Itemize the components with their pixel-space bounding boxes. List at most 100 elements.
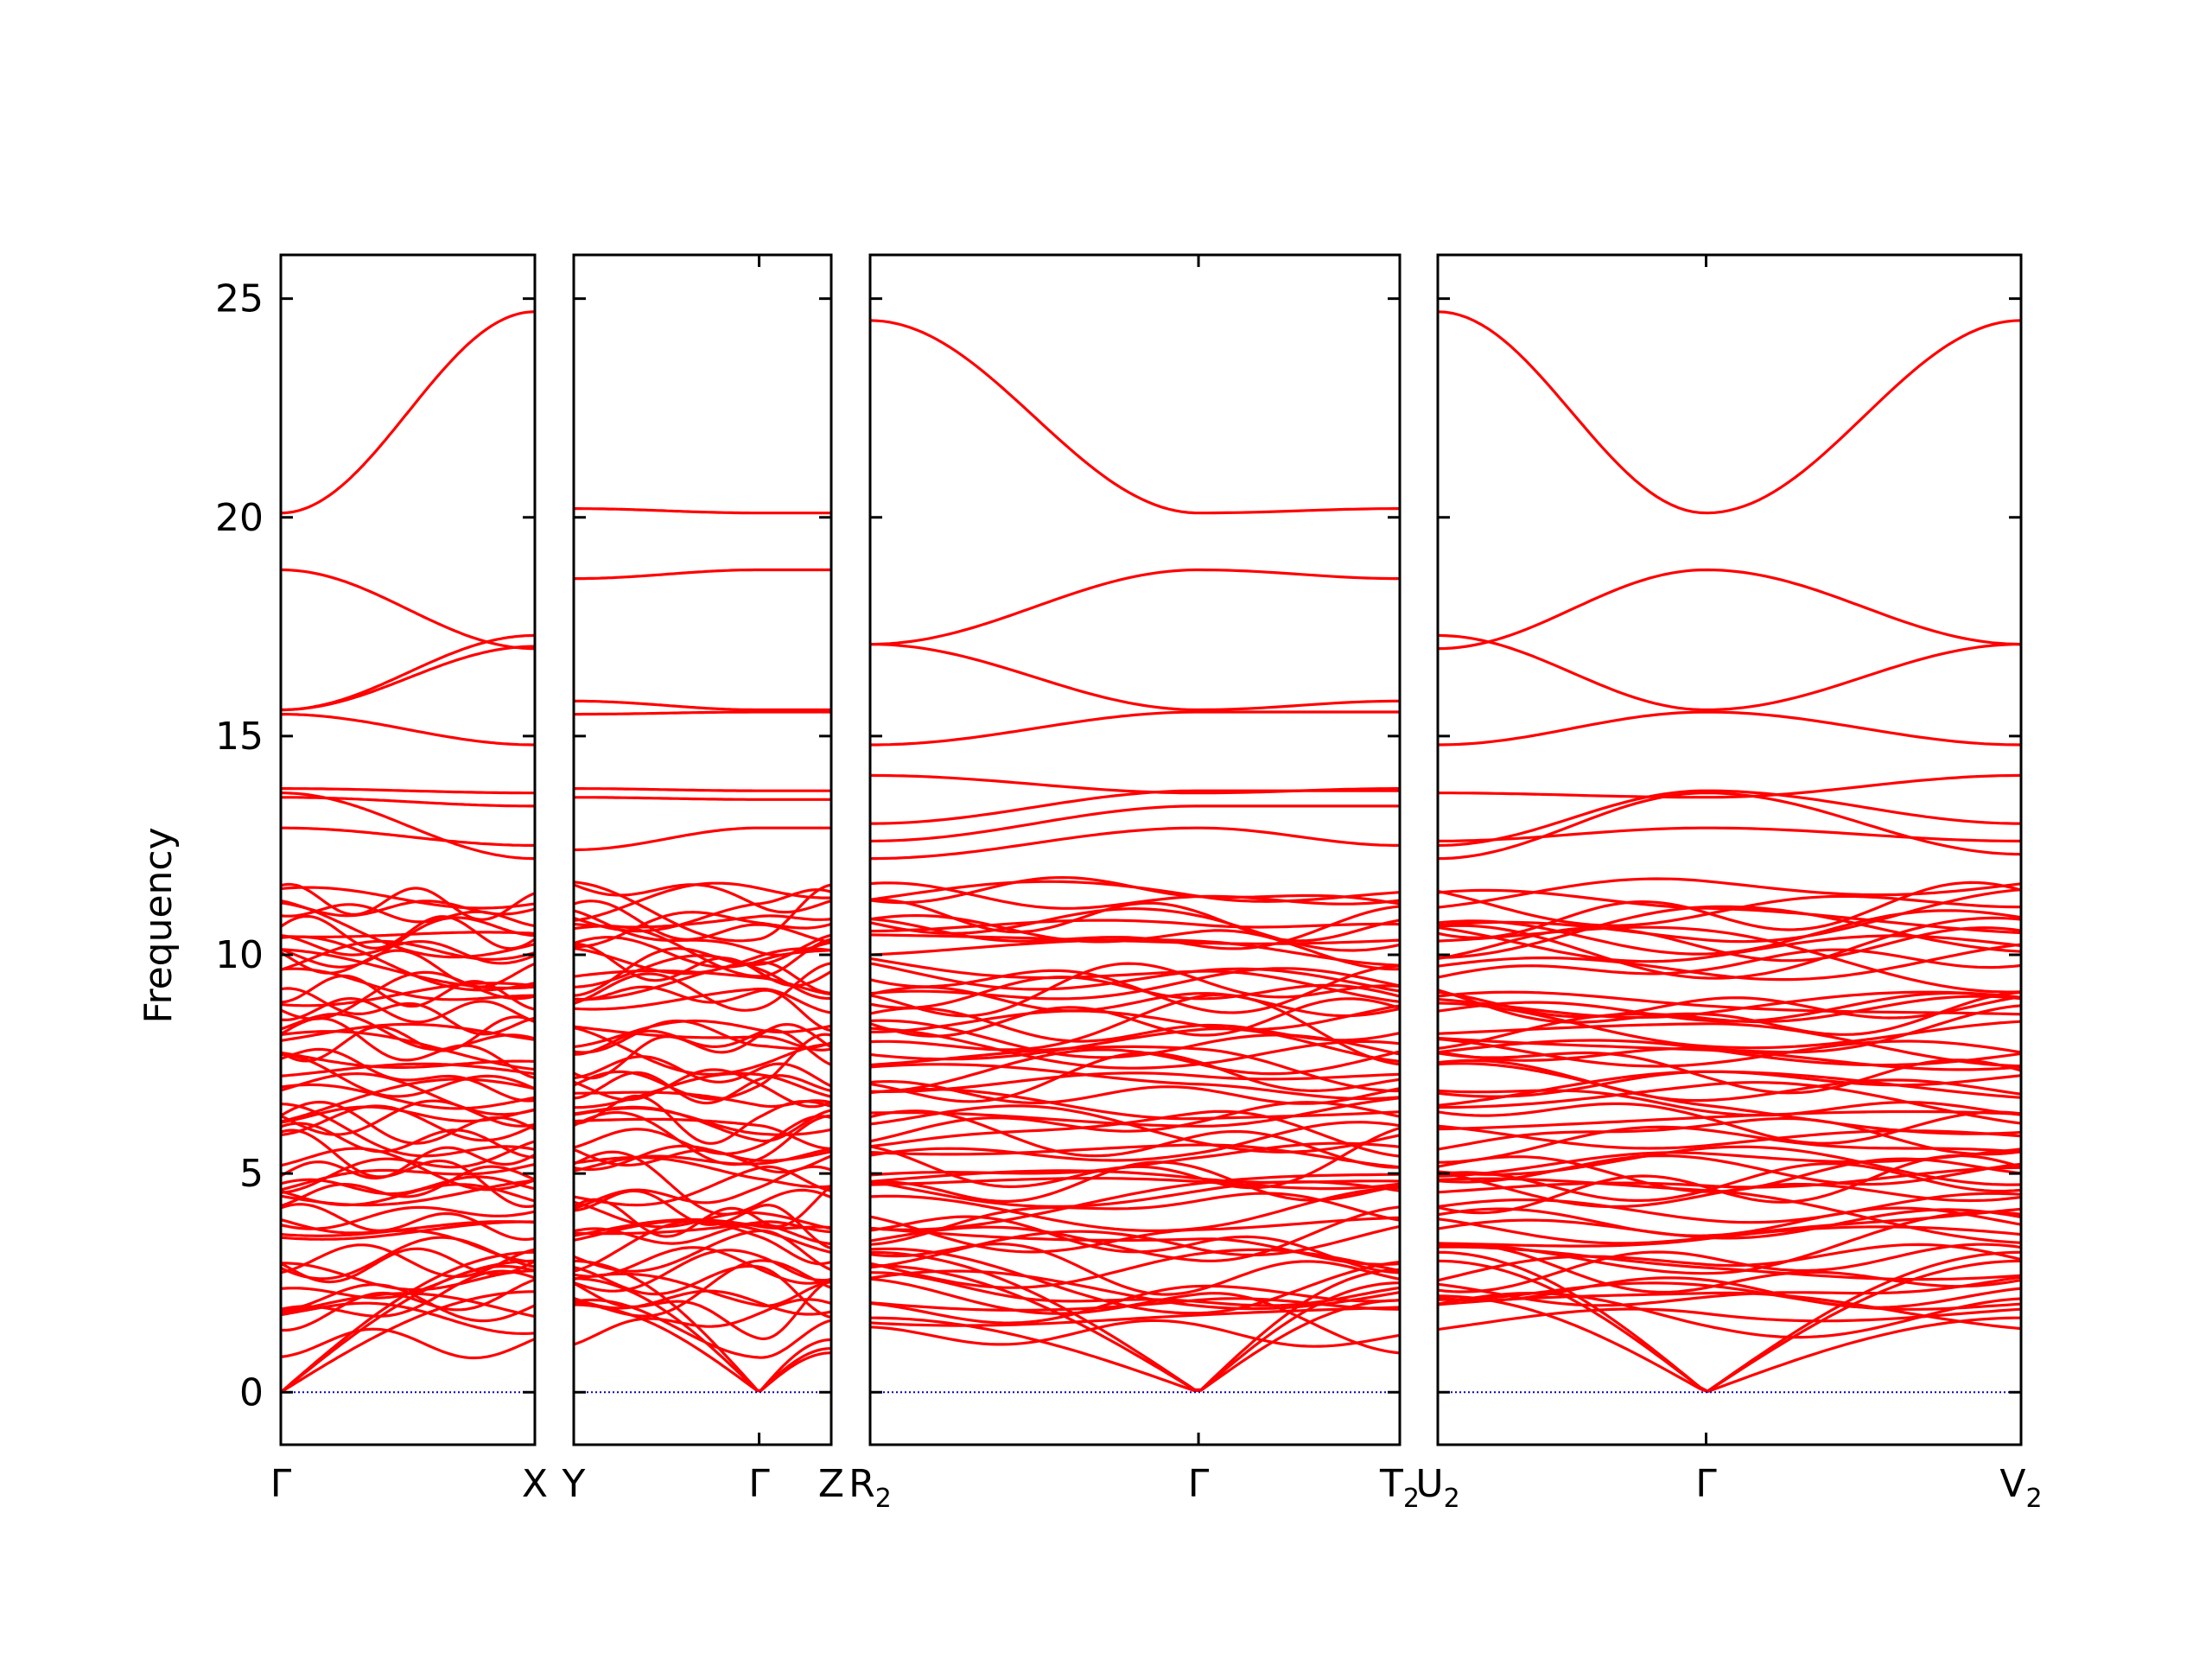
band-manifold xyxy=(1438,1058,2021,1103)
band-manifold xyxy=(281,1165,535,1208)
panel-4: U2 Γ V 2 xyxy=(1415,253,2043,1514)
k-label-u: U2 xyxy=(1415,1462,1459,1514)
band-manifold xyxy=(1438,1004,2021,1062)
band-manifold xyxy=(870,1143,1400,1169)
band-manifold xyxy=(1438,1207,2021,1245)
band-manifold xyxy=(281,1099,535,1136)
band-manifold xyxy=(574,1019,831,1049)
band-manifold xyxy=(870,1004,1400,1033)
k-label-main: Γ xyxy=(748,1462,770,1506)
band-manifold xyxy=(870,1109,1400,1158)
band-manifold xyxy=(1438,877,2021,909)
band-manifold xyxy=(1438,1243,2021,1294)
band-band-20.1 xyxy=(281,310,535,515)
band-manifold xyxy=(281,882,535,921)
k-label-main: R xyxy=(849,1462,875,1506)
band-manifold xyxy=(870,1173,1400,1231)
band-manifold xyxy=(281,1327,535,1360)
band-manifold xyxy=(1438,1243,2021,1294)
band-manifold xyxy=(870,1226,1400,1266)
band-band-12.9 xyxy=(1438,826,2021,842)
band-manifold xyxy=(870,962,1400,993)
band-manifold xyxy=(870,993,1400,1066)
band-manifold xyxy=(1438,990,2021,1019)
band-manifold xyxy=(1438,1037,2021,1068)
band-manifold xyxy=(870,1271,1400,1307)
band-manifold xyxy=(281,1146,535,1180)
band-band-18.8 xyxy=(281,568,535,651)
k-label-main: V xyxy=(1999,1462,2025,1506)
y-axis-label: Frequency xyxy=(137,827,181,1023)
band-manifold xyxy=(574,911,831,949)
band-manifold xyxy=(870,985,1400,1018)
band-manifold xyxy=(574,1147,831,1173)
band-manifold xyxy=(281,1053,535,1098)
band-manifold xyxy=(1438,1022,2021,1068)
band-band-12.6 xyxy=(870,804,1400,842)
panel-bands xyxy=(1438,310,2021,1394)
band-manifold xyxy=(870,1215,1400,1254)
band-acoustic-2 xyxy=(281,1259,535,1394)
band-manifold xyxy=(870,1205,1400,1262)
band-manifold xyxy=(281,1062,535,1077)
band-manifold xyxy=(574,1033,831,1101)
k-label-gamma: Γ xyxy=(1695,1462,1717,1506)
band-manifold xyxy=(870,1104,1400,1154)
band-manifold xyxy=(574,1223,831,1245)
y-tick-label: 5 xyxy=(239,1152,264,1196)
band-band-18.7 xyxy=(574,568,831,581)
k-label-t: T2 xyxy=(1379,1462,1420,1514)
band-manifold xyxy=(870,1269,1400,1311)
band-manifold xyxy=(1438,905,2021,959)
band-manifold xyxy=(870,1027,1400,1063)
y-tick-label: 25 xyxy=(215,277,264,321)
band-band-13.4 xyxy=(1438,791,2021,861)
band-manifold xyxy=(574,1071,831,1109)
band-manifold xyxy=(870,1185,1400,1232)
band-manifold xyxy=(870,1121,1400,1162)
band-band-14.8 xyxy=(1438,710,2021,747)
band-manifold xyxy=(281,914,535,950)
band-band-12.2 xyxy=(870,826,1400,861)
band-manifold xyxy=(281,1013,535,1052)
k-label-x: X xyxy=(522,1462,548,1506)
band-manifold xyxy=(281,996,535,1024)
band-manifold xyxy=(870,1319,1400,1348)
band-manifold xyxy=(1438,948,2021,979)
band-manifold xyxy=(281,948,535,990)
band-manifold xyxy=(1438,1062,2021,1135)
band-manifold xyxy=(574,1279,831,1341)
band-manifold xyxy=(870,1052,1400,1103)
band-manifold xyxy=(870,1096,1400,1128)
band-manifold xyxy=(870,962,1400,1018)
k-label-gamma: Γ xyxy=(748,1462,770,1506)
band-manifold xyxy=(1438,1192,2021,1224)
y-axis: 0 5 10 15 20 25 xyxy=(215,277,264,1415)
band-manifold xyxy=(870,1109,1400,1169)
band-manifold xyxy=(870,1045,1400,1093)
band-manifold xyxy=(574,1028,831,1066)
band-manifold xyxy=(870,1071,1400,1093)
band-manifold xyxy=(870,957,1400,1003)
k-label-main: T xyxy=(1379,1462,1403,1506)
band-manifold xyxy=(574,962,831,1012)
band-manifold xyxy=(574,1246,831,1285)
k-label-subscript: 2 xyxy=(1444,1484,1460,1514)
band-manifold xyxy=(281,1203,535,1242)
k-label-y: Y xyxy=(562,1462,586,1506)
band-band-18.7 xyxy=(870,568,1400,646)
band-manifold xyxy=(870,1160,1400,1203)
band-manifold xyxy=(281,934,535,965)
panel-bands xyxy=(870,319,1400,1393)
band-manifold xyxy=(870,1027,1400,1070)
band-manifold xyxy=(870,997,1400,1038)
band-manifold xyxy=(1438,925,2021,963)
band-manifold xyxy=(281,987,535,1036)
band-manifold xyxy=(870,905,1400,950)
y-tick-label: 0 xyxy=(239,1370,264,1414)
band-band-14.1 xyxy=(1438,773,2021,799)
band-manifold xyxy=(870,1126,1400,1190)
band-manifold xyxy=(1438,1109,2021,1131)
k-label-main: Y xyxy=(562,1462,586,1506)
